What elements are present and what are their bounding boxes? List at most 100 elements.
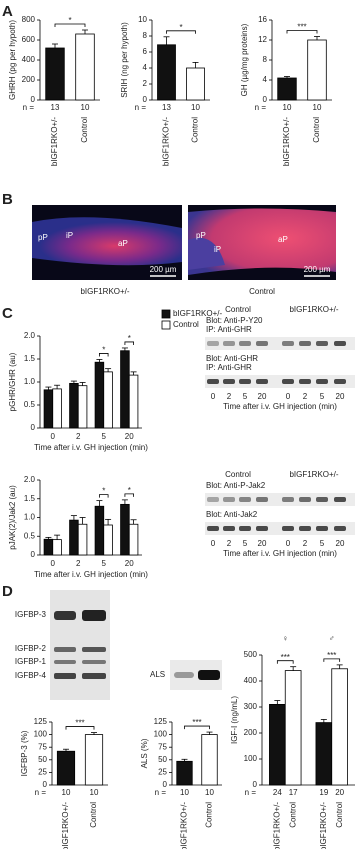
- bar: [84, 734, 104, 786]
- significance-bracket: [124, 341, 134, 345]
- y-tick-label: 0: [31, 95, 36, 104]
- micrograph-caption: Control: [249, 287, 275, 296]
- x-tick-label: 2: [76, 432, 81, 441]
- band: [223, 526, 235, 531]
- lane-label: 5: [320, 539, 325, 548]
- lane-label: 2: [227, 539, 232, 548]
- y-tick-label: 400: [22, 55, 36, 64]
- x-axis-label: Time after i.v. GH injection (min): [34, 443, 148, 452]
- n-prefix: n =: [35, 788, 47, 797]
- band: [282, 526, 294, 531]
- error-bar: [274, 700, 281, 705]
- error-bar: [79, 382, 86, 386]
- micrograph-caption: bIGF1RKO+/-: [80, 287, 129, 296]
- group-label: Control: [225, 470, 251, 479]
- band: [223, 341, 235, 346]
- bar: [307, 39, 327, 101]
- y-axis-label: GH (µg/mg proteins): [240, 23, 249, 96]
- y-tick-label: 1.0: [24, 377, 36, 386]
- group-label: ♂: [329, 634, 335, 643]
- y-tick-label: 0: [31, 550, 36, 559]
- n-label: 19: [319, 788, 328, 797]
- band: [54, 660, 76, 664]
- x-tick-label: bIGF1RKO+/-: [282, 117, 291, 166]
- x-tick-label: Control: [335, 802, 344, 828]
- blot-label: Blot: Anti-P-Y20: [206, 316, 263, 325]
- y-tick-label: 100: [154, 730, 168, 739]
- y-tick-label: 0.5: [24, 531, 36, 540]
- band-label: IGFBP-1: [15, 657, 47, 666]
- blot-label: IP: Anti-GHR: [206, 363, 252, 372]
- band: [239, 497, 251, 502]
- lane-label: 0: [286, 539, 291, 548]
- blot-strip: [205, 493, 355, 506]
- y-tick-label: 600: [22, 35, 36, 44]
- x-tick-label: 20: [125, 432, 134, 441]
- lane-label: 5: [243, 392, 248, 401]
- group-label: ♀: [282, 634, 288, 643]
- n-label: 10: [283, 103, 292, 112]
- y-tick-label: 200: [22, 75, 36, 84]
- legend-swatch: [161, 309, 171, 319]
- y-tick-label: 100: [244, 754, 258, 763]
- y-tick-label: 4: [143, 63, 148, 72]
- band: [207, 341, 219, 346]
- n-label: 10: [313, 103, 322, 112]
- bar: [120, 350, 130, 429]
- y-tick-label: 4: [263, 75, 268, 84]
- error-bar: [320, 719, 327, 723]
- error-bar: [105, 518, 112, 525]
- n-label: 10: [90, 788, 99, 797]
- band: [82, 647, 106, 652]
- y-tick-label: 8: [263, 55, 268, 64]
- y-axis-label: pGHR/GHR (au): [8, 352, 17, 411]
- error-bar: [284, 76, 290, 78]
- x-tick-label: Control: [191, 117, 200, 143]
- y-tick-label: 2.0: [24, 331, 36, 340]
- micrograph-lobe: [188, 237, 225, 270]
- bar: [94, 505, 105, 556]
- significance-label: ***: [75, 719, 84, 728]
- panel-label: D: [2, 583, 13, 600]
- group-label: bIGF1RKO+/-: [289, 305, 338, 314]
- x-tick-label: Control: [89, 802, 98, 828]
- error-bar: [121, 499, 128, 505]
- group-label: Control: [225, 305, 251, 314]
- legend-swatch: [161, 320, 171, 330]
- lane-label: 20: [258, 539, 267, 548]
- y-axis-label: IGF-I (ng/mL): [230, 696, 239, 744]
- scale-label: 200 µm: [150, 265, 177, 274]
- y-tick-label: 300: [244, 702, 258, 711]
- band: [334, 497, 346, 502]
- lane-label: 20: [336, 392, 345, 401]
- band: [54, 647, 76, 652]
- y-tick-label: 75: [38, 742, 47, 751]
- band: [282, 341, 294, 346]
- lane-label: 0: [211, 539, 216, 548]
- bar: [157, 44, 176, 101]
- y-tick-label: 2.0: [24, 475, 36, 484]
- y-tick-label: 75: [158, 742, 167, 751]
- band: [316, 497, 328, 502]
- lane-label: 2: [303, 539, 308, 548]
- y-tick-label: 12: [258, 35, 267, 44]
- band: [282, 379, 294, 384]
- y-tick-label: 125: [34, 717, 48, 726]
- error-bar: [314, 36, 320, 40]
- panel-label: C: [2, 305, 13, 322]
- x-tick-label: bIGF1RKO+/-: [162, 117, 171, 166]
- x-tick-label: bIGF1RKO+/-: [61, 802, 70, 849]
- bar: [52, 539, 62, 556]
- bar: [77, 385, 88, 429]
- error-bar: [82, 29, 88, 34]
- band: [239, 379, 251, 384]
- x-tick-label: bIGF1RKO+/-: [180, 802, 189, 849]
- blot-strip: [205, 337, 355, 350]
- significance-label: ***: [297, 23, 306, 32]
- blot-label: Blot: Anti-P-Jak2: [206, 481, 266, 490]
- n-label: 10: [191, 103, 200, 112]
- band: [256, 497, 268, 502]
- significance-label: *: [102, 346, 105, 355]
- micrograph-tissue: [32, 217, 182, 266]
- y-tick-label: 125: [154, 717, 168, 726]
